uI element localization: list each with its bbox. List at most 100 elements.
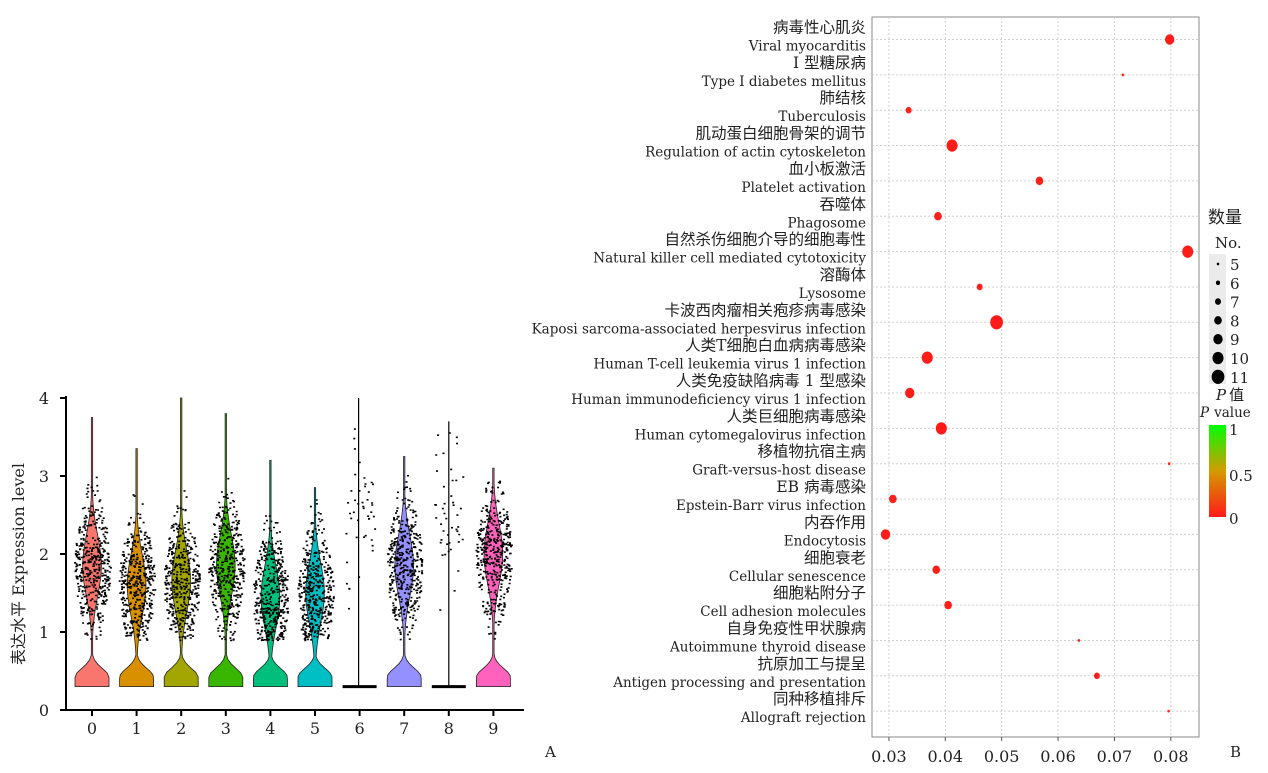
violin-cluster-1 xyxy=(118,448,157,687)
dot-y-label-en: Regulation of actin cytoskeleton xyxy=(645,145,866,161)
violin-x-tick-label: 9 xyxy=(488,719,498,738)
color-legend-title-italic-2: P xyxy=(1199,405,1210,421)
violin-x-tick-label: 8 xyxy=(444,719,454,738)
panel-label-a: A xyxy=(544,743,556,761)
size-legend-dot xyxy=(1213,334,1223,345)
violin-jitter-points xyxy=(208,477,246,642)
dot-point xyxy=(932,565,941,574)
dot-point xyxy=(990,315,1003,330)
dot-point xyxy=(921,351,933,364)
dot-point xyxy=(1167,462,1171,466)
violin-x-tick-label: 3 xyxy=(221,719,231,738)
dot-y-label-en: Human immunodeficiency virus 1 infection xyxy=(571,392,866,408)
violin-x-tick-label: 4 xyxy=(265,719,275,738)
dot-y-label-zh: I 型糖尿病 xyxy=(793,54,866,72)
violin-y-tick-label: 1 xyxy=(39,623,49,642)
dot-y-label-en: Autoimmune thyroid disease xyxy=(669,639,866,655)
violin-cluster-7 xyxy=(386,456,424,687)
dot-x-tick-label: 0.08 xyxy=(1153,747,1189,766)
violin-cluster-5 xyxy=(297,487,335,687)
size-legend-label: 8 xyxy=(1230,312,1240,330)
dot-y-label-en: Allograft rejection xyxy=(740,710,866,726)
dot-y-label-zh: 内吞作用 xyxy=(804,513,866,531)
dot-plot-panel: 0.03 0.04 0.05 0.06 0.07 0.08 病毒性心肌炎 Viral myoc… xyxy=(532,16,1253,766)
dot-point xyxy=(976,283,983,291)
dot-point xyxy=(1077,639,1081,642)
color-legend-label: 1 xyxy=(1229,421,1239,439)
dot-point xyxy=(905,106,912,114)
dot-y-label-en: Cellular senescence xyxy=(729,569,866,585)
violin-jitter-points xyxy=(253,515,289,642)
dot-y-label-zh: 血小板激活 xyxy=(788,160,866,178)
dot-x-tick-label: 0.06 xyxy=(1040,747,1076,766)
dot-y-label-zh: 肌动蛋白细胞骨架的调节 xyxy=(695,125,866,143)
dot-y-label-zh: EB 病毒感染 xyxy=(776,478,866,496)
dot-point xyxy=(1093,672,1100,680)
dot-point xyxy=(905,387,915,399)
violin-y-tick-label: 4 xyxy=(39,389,49,408)
dot-plot-area xyxy=(871,16,1200,738)
size-legend-title-zh: 数量 xyxy=(1208,208,1242,228)
dot-y-label-zh: 人类巨细胞病毒感染 xyxy=(726,407,866,425)
dot-x-tick-label: 0.04 xyxy=(927,747,963,766)
dot-point xyxy=(889,494,897,504)
violin-x-tick-label: 0 xyxy=(87,719,97,738)
violin-cluster-4 xyxy=(253,460,289,687)
violin-x-tick-label: 1 xyxy=(132,719,142,738)
color-legend-title-en-text: value xyxy=(1213,405,1251,421)
violin-x-tick-label: 6 xyxy=(355,719,365,738)
violin-y-axis-title: 表达水平 Expression level xyxy=(9,463,28,665)
color-legend-title-italic: P xyxy=(1215,386,1227,404)
violin-jitter-points xyxy=(297,499,335,642)
dot-point xyxy=(1182,245,1194,258)
size-legend-label: 5 xyxy=(1230,256,1240,274)
violin-jitter-points xyxy=(164,490,201,642)
panel-label-b: B xyxy=(1230,743,1241,761)
dot-y-label-en: Natural killer cell mediated cytotoxicit… xyxy=(593,251,866,267)
dot-y-label-zh: 卡波西肉瘤相关疱疹病毒感染 xyxy=(664,301,866,319)
dot-y-label-zh: 同种移植排斥 xyxy=(773,690,866,708)
color-legend-label: 0 xyxy=(1229,510,1239,528)
violin-x-tick-label: 7 xyxy=(399,719,409,738)
dot-y-label-zh: 细胞衰老 xyxy=(804,549,866,567)
dot-y-label-en: Lysosome xyxy=(799,286,866,302)
violin-cluster-8 xyxy=(431,421,466,689)
dot-y-label-en: Epstein-Barr virus infection xyxy=(676,498,866,514)
dot-y-label-en: Human cytomegalovirus infection xyxy=(635,427,867,443)
dot-y-label-zh: 肺结核 xyxy=(819,89,866,107)
violin-jitter-points xyxy=(118,494,157,641)
dot-y-label-zh: 人类免疫缺陷病毒 1 型感染 xyxy=(676,372,866,390)
dot-y-label-en: Kaposi sarcoma-associated herpesvirus in… xyxy=(532,321,867,337)
violin-x-tick-label: 2 xyxy=(176,719,186,738)
dot-y-label-zh: 自身免疫性甲状腺病 xyxy=(726,619,866,637)
size-legend-dot xyxy=(1212,351,1224,365)
dot-point xyxy=(1121,73,1125,77)
dot-x-tick-label: 0.03 xyxy=(871,747,907,766)
violin-y-tick-label: 3 xyxy=(39,467,49,486)
dot-y-label-en: Platelet activation xyxy=(742,180,867,196)
size-legend-label: 6 xyxy=(1230,275,1240,293)
size-legend-dot xyxy=(1214,316,1222,325)
dot-point xyxy=(1165,34,1175,45)
dot-y-label-zh: 自然杀伤细胞介导的细胞毒性 xyxy=(664,231,866,249)
violin-plot-panel: 0 1 2 3 4 表达水平 Expression level 0 1 2 3 4 5 6 7 8 9 xyxy=(9,389,524,738)
dot-y-label-zh: 人类T细胞白血病病毒感染 xyxy=(685,337,866,355)
dot-point xyxy=(946,139,958,152)
color-legend-title-zh-text: 值 xyxy=(1229,386,1244,404)
dot-y-label-zh: 抗原加工与提呈 xyxy=(757,655,866,673)
size-legend-title-en: No. xyxy=(1215,234,1242,252)
dot-y-label-zh: 病毒性心肌炎 xyxy=(773,19,866,37)
color-legend-bar xyxy=(1209,425,1226,517)
violin-cluster-3 xyxy=(208,413,246,687)
violin-cluster-9 xyxy=(475,467,513,687)
dot-y-label-en: Endocytosis xyxy=(784,533,866,549)
color-legend-label: 0.5 xyxy=(1229,467,1253,485)
violin-jitter-points xyxy=(387,474,424,641)
violin-cluster-2 xyxy=(163,397,201,687)
dot-point xyxy=(880,529,891,540)
violin-cluster-6 xyxy=(342,398,377,689)
dot-point xyxy=(944,600,952,610)
dot-y-label-zh: 移植物抗宿主病 xyxy=(757,443,866,461)
